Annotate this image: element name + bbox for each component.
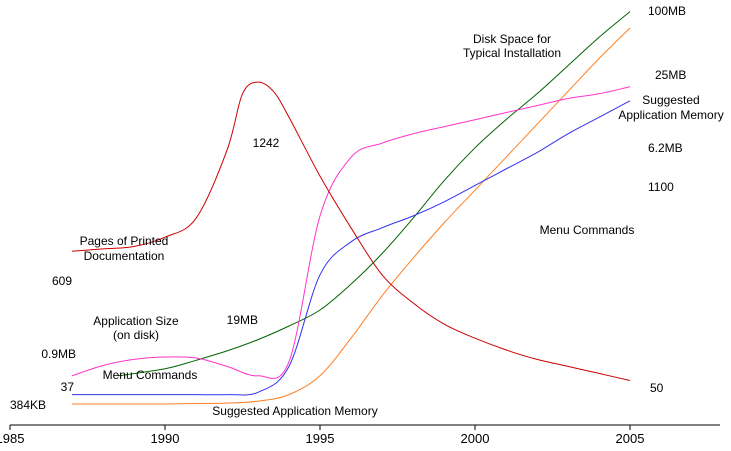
- label-line: Menu Commands: [103, 368, 198, 382]
- label-line: (on disk): [113, 328, 159, 342]
- label-line: Application Memory: [618, 108, 723, 122]
- label-menus-end: 1100: [648, 180, 674, 194]
- label-memory-name2: Suggested Application Memory: [212, 404, 377, 418]
- label-disk-name: Disk Space for Typical Installation: [463, 32, 561, 60]
- series-line-docs: [71, 81, 631, 381]
- label-memory-end: 25MB: [655, 68, 686, 82]
- label-appsize-name: Application Size (on disk): [93, 314, 179, 342]
- series-line-appsize: [71, 86, 631, 379]
- x-tick-label: 1990: [151, 431, 180, 446]
- x-tick-label: 1995: [306, 431, 335, 446]
- label-docs-start: 609: [52, 274, 72, 288]
- label-line: Menu Commands: [540, 223, 635, 237]
- x-tick-label: 2000: [461, 431, 490, 446]
- label-line: Disk Space for: [473, 32, 551, 46]
- x-tick-label: 2005: [616, 431, 645, 446]
- x-tick-label: 1985: [0, 431, 24, 446]
- series-line-menus: [71, 100, 631, 396]
- label-menus-name2: Menu Commands: [540, 223, 635, 237]
- label-menus-start: 37: [61, 380, 75, 394]
- series-line-memory: [71, 27, 631, 405]
- x-axis-ticks: 1985 1990 1995 2000 2005: [0, 425, 644, 446]
- label-docs-peak: 1242: [253, 136, 280, 150]
- label-appsize-start: 0.9MB: [41, 347, 76, 361]
- label-docs-name: Pages of Printed Documentation: [80, 234, 169, 263]
- series-lines: [71, 11, 631, 405]
- label-menus-name: Menu Commands: [103, 368, 198, 382]
- label-line: Documentation: [84, 249, 165, 263]
- label-docs-end: 50: [650, 381, 664, 395]
- label-disk-end: 100MB: [648, 4, 686, 18]
- label-memory-name: Suggested Application Memory: [618, 93, 723, 122]
- label-line: Application Size: [93, 314, 179, 328]
- label-disk-start: 19MB: [227, 313, 258, 327]
- label-line: Typical Installation: [463, 46, 561, 60]
- label-line: Suggested: [642, 93, 699, 107]
- series-line-disk: [118, 11, 631, 377]
- label-line: Suggested Application Memory: [212, 404, 377, 418]
- label-appsize-end: 6.2MB: [648, 141, 683, 155]
- label-line: Pages of Printed: [80, 234, 169, 248]
- series-labels: 19MB 100MB Disk Space for Typical Installat…: [10, 4, 724, 418]
- label-memory-start: 384KB: [10, 398, 46, 412]
